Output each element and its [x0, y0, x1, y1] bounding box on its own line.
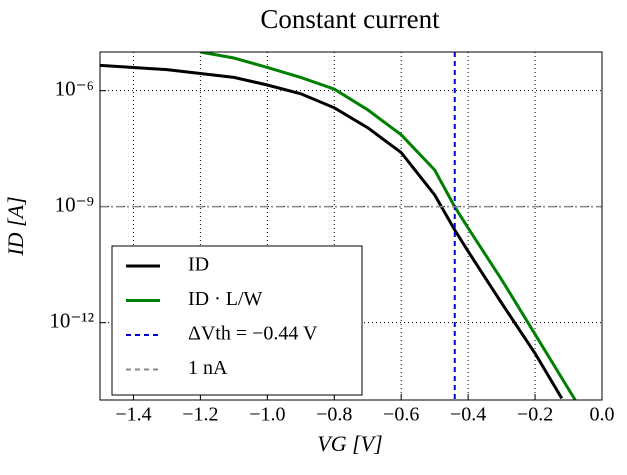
- x-tick-label: −1.2: [182, 404, 218, 426]
- x-tick-label: −0.4: [450, 404, 486, 426]
- x-tick-label: −1.4: [115, 404, 151, 426]
- y-tick-label: 10⁻¹²: [49, 308, 94, 332]
- plot-frame: [99, 51, 603, 401]
- legend-label: ID: [188, 254, 209, 276]
- data-line: [100, 63, 564, 400]
- x-tick-label: −0.2: [517, 404, 553, 426]
- x-tick-label: −1.0: [249, 404, 285, 426]
- legend-label: ID · L/W: [188, 288, 263, 310]
- x-tick-label: −0.6: [383, 404, 419, 426]
- legend-label: 1 nA: [188, 357, 228, 379]
- x-axis-label: VG [V]: [317, 431, 382, 456]
- legend-box: [111, 245, 363, 396]
- data-line: [200, 52, 577, 400]
- y-axis-label: ID [A]: [3, 196, 28, 256]
- y-tick-label: 10⁻⁶: [55, 76, 94, 100]
- plot-area: [100, 52, 602, 400]
- y-tick-label: 10⁻⁹: [55, 192, 94, 216]
- chart-title: Constant current: [260, 4, 440, 34]
- legend-label: ΔVth = −0.44 V: [188, 323, 318, 345]
- x-tick-label: −0.8: [316, 404, 352, 426]
- x-tick-label: 0.0: [590, 404, 615, 426]
